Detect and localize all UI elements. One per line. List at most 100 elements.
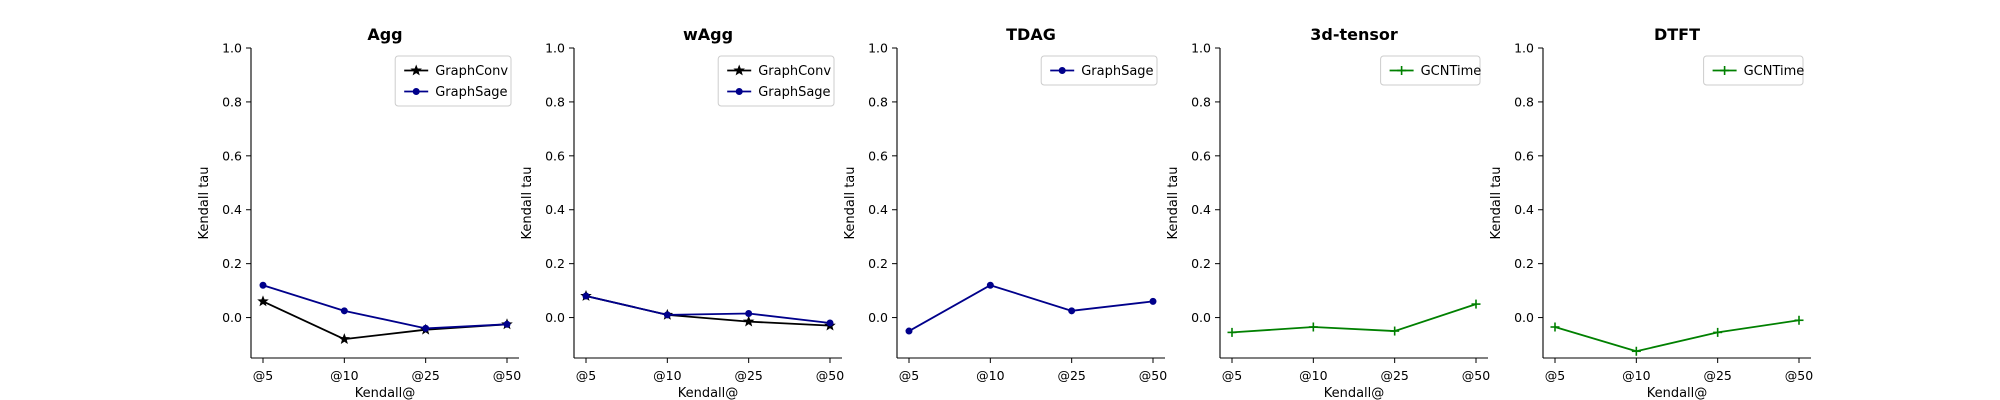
data-point xyxy=(338,333,351,345)
data-point xyxy=(1068,307,1076,315)
y-tick-label: 0.4 xyxy=(1191,202,1211,217)
legend-marker xyxy=(1058,67,1066,74)
data-point xyxy=(1471,299,1481,309)
series-line-graphsage xyxy=(908,284,1154,332)
y-tick-label: 0.4 xyxy=(1514,202,1534,217)
y-tick-label: 0.6 xyxy=(868,148,888,163)
data-point xyxy=(826,319,834,327)
legend-box xyxy=(1380,55,1481,86)
legend-label: GCNTime xyxy=(1421,64,1482,79)
series-line-graphsage xyxy=(585,295,831,324)
data-point xyxy=(1550,322,1560,332)
y-tick-label: 0.8 xyxy=(1191,94,1211,109)
y-tick-label: 0.0 xyxy=(545,310,565,325)
legend-label: GCNTime xyxy=(1744,64,1805,79)
x-tick-label: @5 xyxy=(1545,368,1565,383)
y-tick-label: 0.2 xyxy=(222,256,242,271)
x-tick-label: @50 xyxy=(493,368,521,383)
chart-panel-3: TDAG 0.0 0.2 0.4 0.6 0.8 1.0 @5 @10 @25 @50 Kendall… xyxy=(843,25,1167,383)
legend: GCNTime xyxy=(1380,55,1482,86)
x-tick-label: @5 xyxy=(899,368,919,383)
y-tick-label: 0.2 xyxy=(545,256,565,271)
legend-box xyxy=(717,55,835,107)
legend: GCNTime xyxy=(1703,55,1805,86)
y-tick-label: 0.2 xyxy=(1514,256,1534,271)
legend-item: GraphSage xyxy=(727,85,831,100)
data-point xyxy=(1149,297,1157,305)
legend-box xyxy=(394,55,512,107)
y-tick-label: 0.6 xyxy=(222,148,242,163)
data-point xyxy=(257,295,269,307)
y-tick-label: 0.8 xyxy=(868,94,888,109)
data-point xyxy=(340,307,348,315)
data-point xyxy=(1631,346,1641,356)
x-tick-label: @50 xyxy=(816,368,844,383)
data-point xyxy=(1390,326,1400,336)
legend-item: GCNTime xyxy=(1712,64,1805,79)
y-axis-label: Kendall tau xyxy=(520,167,535,240)
legend-item: GraphSage xyxy=(404,85,508,100)
data-point xyxy=(986,281,994,289)
x-tick-label: @25 xyxy=(1380,368,1408,383)
y-tick-label: 0.8 xyxy=(545,94,565,109)
legend-item: GraphConv xyxy=(404,64,508,79)
data-point xyxy=(1308,322,1318,332)
x-tick-label: @50 xyxy=(1785,368,1813,383)
y-tick-label: 0.8 xyxy=(222,94,242,109)
data-point xyxy=(1227,327,1237,337)
x-tick-label: @50 xyxy=(1139,368,1167,383)
x-tick-label: @10 xyxy=(976,368,1004,383)
y-tick-label: 0.8 xyxy=(1514,94,1534,109)
y-tick-label: 1.0 xyxy=(222,41,242,56)
y-tick-label: 0.4 xyxy=(545,202,565,217)
y-tick-label: 0.2 xyxy=(868,256,888,271)
legend-item: GraphConv xyxy=(727,64,831,79)
y-tick-label: 0.6 xyxy=(1191,148,1211,163)
legend-item: GraphSage xyxy=(1050,64,1154,79)
data-point xyxy=(663,311,671,319)
data-point xyxy=(745,310,753,318)
legend: GraphConv GraphSage xyxy=(394,55,512,107)
chart-title: 3d-tensor xyxy=(1310,25,1398,44)
x-tick-label: @5 xyxy=(1222,368,1242,383)
y-tick-label: 0.2 xyxy=(1191,256,1211,271)
legend-marker xyxy=(1397,66,1407,75)
y-tick-label: 0.4 xyxy=(868,202,888,217)
legend-item: GCNTime xyxy=(1389,64,1482,79)
y-tick-label: 1.0 xyxy=(545,41,565,56)
legend-marker xyxy=(410,64,422,76)
x-axis-label: Kendall@ xyxy=(678,386,739,400)
y-tick-label: 0.0 xyxy=(222,310,242,325)
data-point xyxy=(905,327,913,335)
data-point xyxy=(422,324,430,332)
legend-box xyxy=(1040,55,1158,86)
x-tick-label: @10 xyxy=(330,368,358,383)
y-tick-label: 0.0 xyxy=(868,310,888,325)
legend: GraphSage xyxy=(1040,55,1158,86)
chart-title: wAgg xyxy=(683,25,733,44)
series-line-gcntime xyxy=(1231,303,1477,334)
data-point xyxy=(503,320,511,328)
series-line-graphconv xyxy=(585,295,831,327)
x-tick-label: @50 xyxy=(1462,368,1490,383)
legend: GraphConv GraphSage xyxy=(717,55,835,107)
y-axis-label: Kendall tau xyxy=(843,167,858,240)
chart-panel-5: DTFT 0.0 0.2 0.4 0.6 0.8 1.0 @5 @10 @25 @50 Kendall… xyxy=(1489,25,1813,400)
y-tick-label: 0.4 xyxy=(222,202,242,217)
x-tick-label: @25 xyxy=(1703,368,1731,383)
legend-label: GraphSage xyxy=(1081,64,1153,79)
y-tick-label: 1.0 xyxy=(1514,41,1534,56)
x-tick-label: @5 xyxy=(253,368,273,383)
data-point xyxy=(1794,315,1804,325)
legend-label: GraphSage xyxy=(435,85,507,100)
x-axis-label: Kendall@ xyxy=(1324,386,1385,400)
legend-label: GraphSage xyxy=(758,85,830,100)
legend-marker xyxy=(412,88,420,95)
y-tick-label: 1.0 xyxy=(868,41,888,56)
legend-label: GraphConv xyxy=(758,64,831,79)
y-axis-label: Kendall tau xyxy=(197,167,212,240)
x-axis-label: Kendall@ xyxy=(355,386,416,400)
x-tick-label: @25 xyxy=(1057,368,1085,383)
y-tick-label: 0.6 xyxy=(545,148,565,163)
